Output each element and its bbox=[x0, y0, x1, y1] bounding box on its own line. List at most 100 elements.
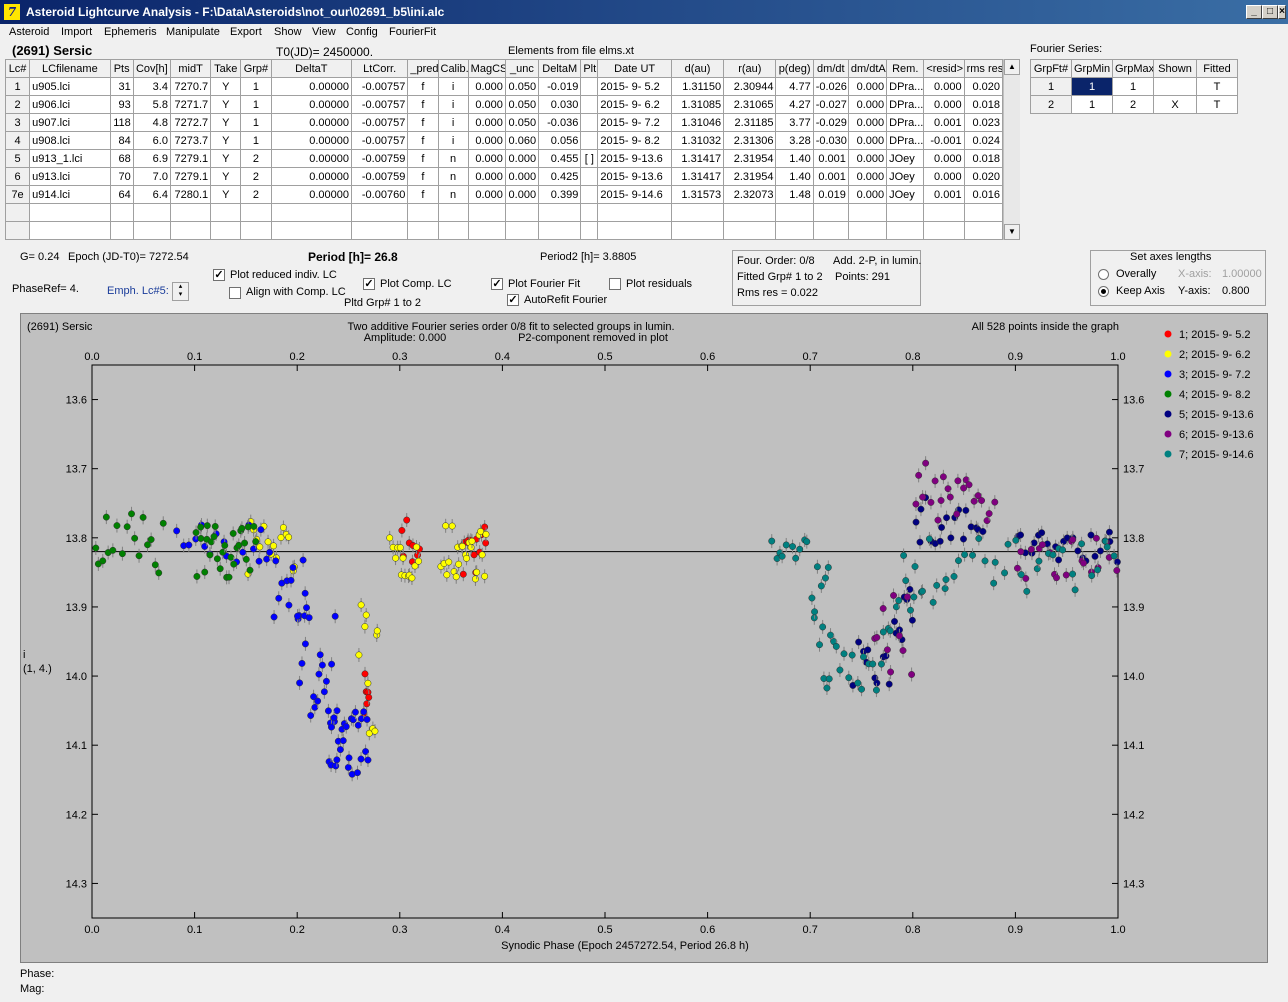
column-header[interactable]: Date UT bbox=[597, 59, 672, 78]
column-header[interactable]: Take bbox=[210, 59, 242, 78]
column-header[interactable]: GrpMax bbox=[1112, 59, 1154, 78]
column-header[interactable]: d(au) bbox=[670, 59, 725, 78]
column-header[interactable]: DeltaM bbox=[538, 59, 582, 78]
table-cell[interactable] bbox=[580, 221, 599, 240]
menu-import[interactable]: Import bbox=[61, 26, 93, 38]
table-cell[interactable]: 1.31417 bbox=[670, 149, 725, 168]
close-button[interactable]: × bbox=[1278, 5, 1286, 19]
table-cell[interactable]: 2 bbox=[240, 185, 272, 204]
table-cell[interactable] bbox=[886, 221, 925, 240]
table-cell[interactable] bbox=[132, 203, 171, 222]
table-cell[interactable]: 0.000 bbox=[467, 95, 506, 114]
table-cell[interactable]: 0.00000 bbox=[270, 113, 353, 132]
table-cell[interactable] bbox=[350, 203, 409, 222]
table-cell[interactable]: 2015- 9-13.6 bbox=[597, 167, 672, 186]
table-cell[interactable]: -0.019 bbox=[538, 77, 582, 96]
table-cell[interactable] bbox=[210, 221, 242, 240]
table-cell[interactable]: 6 bbox=[4, 167, 31, 186]
fourier-cell[interactable]: X bbox=[1153, 95, 1197, 114]
table-cell[interactable]: i bbox=[437, 95, 469, 114]
menu-asteroid[interactable]: Asteroid bbox=[9, 26, 50, 38]
table-cell[interactable]: 2.31065 bbox=[723, 95, 777, 114]
table-cell[interactable]: 2 bbox=[4, 95, 31, 114]
table-cell[interactable] bbox=[538, 221, 582, 240]
table-cell[interactable]: -0.001 bbox=[923, 131, 965, 150]
table-cell[interactable]: u914.lci bbox=[29, 185, 111, 204]
autorefit-checkbox[interactable]: ✓ bbox=[507, 294, 519, 306]
column-header[interactable]: Plt bbox=[580, 59, 599, 78]
table-cell[interactable]: -0.026 bbox=[812, 77, 849, 96]
table-cell[interactable] bbox=[467, 221, 506, 240]
table-cell[interactable]: 7271.7 bbox=[169, 95, 212, 114]
table-cell[interactable]: Y bbox=[210, 77, 242, 96]
fourier-cell[interactable]: 1 bbox=[1071, 95, 1113, 114]
table-cell[interactable]: 0.000 bbox=[467, 185, 506, 204]
table-cell[interactable]: 0.399 bbox=[538, 185, 582, 204]
table-cell[interactable]: Y bbox=[210, 149, 242, 168]
table-cell[interactable] bbox=[580, 77, 599, 96]
table-cell[interactable]: u905.lci bbox=[29, 77, 111, 96]
table-cell[interactable]: 0.000 bbox=[847, 113, 888, 132]
table-cell[interactable] bbox=[467, 203, 506, 222]
table-cell[interactable]: 1.31150 bbox=[670, 77, 725, 96]
menu-ephemeris[interactable]: Ephemeris bbox=[104, 26, 157, 38]
table-cell[interactable] bbox=[886, 203, 925, 222]
table-cell[interactable]: 0.000 bbox=[923, 167, 965, 186]
table-cell[interactable]: 0.000 bbox=[847, 95, 888, 114]
table-cell[interactable] bbox=[580, 113, 599, 132]
table-cell[interactable]: 5.8 bbox=[132, 95, 171, 114]
table-cell[interactable]: u906.lci bbox=[29, 95, 111, 114]
table-cell[interactable] bbox=[580, 185, 599, 204]
column-header[interactable]: GrpFt# bbox=[1030, 59, 1072, 78]
table-cell[interactable]: 2015- 9-13.6 bbox=[597, 149, 672, 168]
table-cell[interactable]: 0.425 bbox=[538, 167, 582, 186]
table-cell[interactable]: 118 bbox=[109, 113, 134, 132]
menu-view[interactable]: View bbox=[312, 26, 336, 38]
table-cell[interactable]: -0.027 bbox=[812, 95, 849, 114]
table-cell[interactable]: 0.000 bbox=[467, 113, 506, 132]
table-cell[interactable] bbox=[109, 203, 134, 222]
table-cell[interactable]: 0.00000 bbox=[270, 131, 353, 150]
table-cell[interactable] bbox=[350, 221, 409, 240]
table-cell[interactable]: 0.00000 bbox=[270, 77, 353, 96]
table-cell[interactable]: n bbox=[437, 167, 469, 186]
emph-spinner[interactable]: ▴ ▾ bbox=[172, 282, 189, 301]
table-cell[interactable]: 7279.1 bbox=[169, 167, 212, 186]
scroll-up-icon[interactable]: ▲ bbox=[1004, 59, 1020, 75]
table-cell[interactable] bbox=[775, 203, 814, 222]
table-cell[interactable]: JOey bbox=[886, 185, 925, 204]
table-cell[interactable]: f bbox=[407, 149, 439, 168]
column-header[interactable]: dm/dtA bbox=[847, 59, 888, 78]
table-cell[interactable] bbox=[580, 95, 599, 114]
menu-config[interactable]: Config bbox=[346, 26, 378, 38]
table-cell[interactable] bbox=[270, 221, 353, 240]
x-axis-value[interactable]: 1.00000 bbox=[1222, 268, 1262, 280]
table-cell[interactable] bbox=[169, 203, 212, 222]
table-scrollbar[interactable]: ▲ ▼ bbox=[1003, 59, 1020, 240]
menu-export[interactable]: Export bbox=[230, 26, 262, 38]
table-cell[interactable]: 3 bbox=[4, 113, 31, 132]
table-cell[interactable] bbox=[597, 221, 672, 240]
table-cell[interactable]: 1.48 bbox=[775, 185, 814, 204]
table-cell[interactable]: DPra... bbox=[886, 113, 925, 132]
table-cell[interactable] bbox=[580, 131, 599, 150]
table-cell[interactable] bbox=[812, 203, 849, 222]
table-cell[interactable] bbox=[504, 221, 540, 240]
table-row[interactable]: 5 u913_1.lci 68 6.9 7279.1 Y 2 0.00000 -0.00759 f… bbox=[4, 149, 1004, 168]
table-cell[interactable]: f bbox=[407, 113, 439, 132]
column-header[interactable]: midT bbox=[169, 59, 212, 78]
table-cell[interactable]: Y bbox=[210, 185, 242, 204]
table-cell[interactable]: 1 bbox=[240, 77, 272, 96]
table-cell[interactable]: 0.019 bbox=[812, 185, 849, 204]
table-cell[interactable]: 7.0 bbox=[132, 167, 171, 186]
table-row[interactable]: 4 u908.lci 84 6.0 7273.7 Y 1 0.00000 -0.00757 f i 0… bbox=[4, 131, 1004, 150]
table-cell[interactable]: i bbox=[437, 113, 469, 132]
table-cell[interactable]: 0.023 bbox=[963, 113, 1004, 132]
table-cell[interactable] bbox=[29, 221, 111, 240]
table-cell[interactable]: 1.40 bbox=[775, 167, 814, 186]
table-cell[interactable] bbox=[504, 203, 540, 222]
table-cell[interactable]: 7270.7 bbox=[169, 77, 212, 96]
table-row[interactable]: 7e u914.lci 64 6.4 7280.1 Y 2 0.00000 -0.00760 f n… bbox=[4, 185, 1004, 204]
